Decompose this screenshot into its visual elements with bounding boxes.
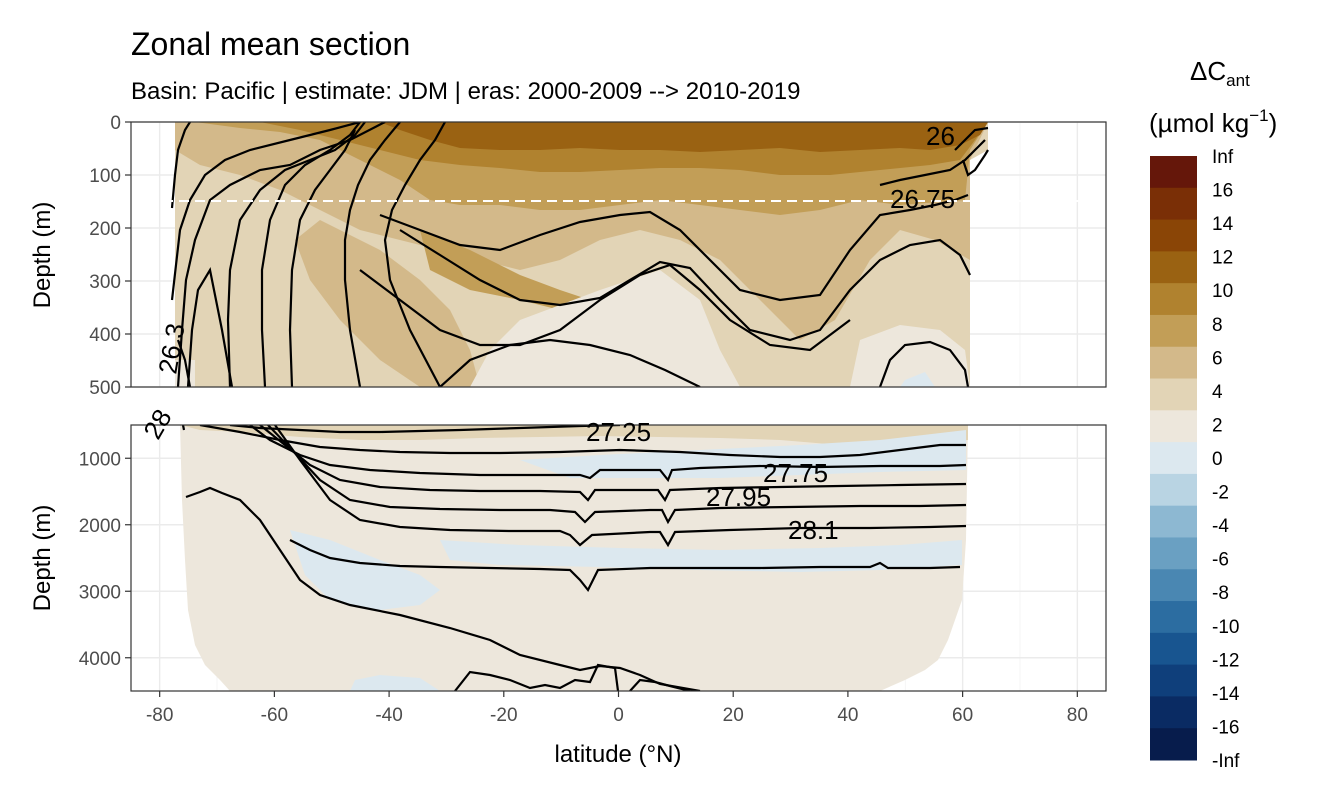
legend-unit-end: ) xyxy=(1269,108,1278,138)
upper-fill-0-2-north xyxy=(850,325,970,387)
y-tick-label: 0 xyxy=(110,113,121,134)
legend-swatch xyxy=(1150,569,1197,602)
y-tick-label: 400 xyxy=(89,325,121,346)
legend-label: -10 xyxy=(1212,617,1239,638)
legend-swatch xyxy=(1150,601,1197,634)
legend-swatches xyxy=(1150,156,1197,761)
contour-label-26: 26 xyxy=(926,121,955,151)
contour-label-27-95: 27.95 xyxy=(706,482,771,512)
legend-swatch xyxy=(1150,410,1197,443)
legend-label: 10 xyxy=(1212,281,1233,302)
legend-swatch xyxy=(1150,156,1197,189)
legend: ΔCant (µmol kg−1) Inf 16 14 12 10 8 6 4 2 0 -2 -4 -6… xyxy=(1149,56,1277,772)
x-tick-label: -60 xyxy=(261,705,288,726)
y-tick-label: 2000 xyxy=(79,516,121,537)
x-axis-ticks: -80 -60 -40 -20 0 20 40 60 80 xyxy=(146,691,1088,726)
upper-fill-6-8-b xyxy=(420,230,590,310)
lower-fill-2-4 xyxy=(180,425,968,445)
legend-label: 4 xyxy=(1212,382,1223,403)
lower-y-axis-label: Depth (m) xyxy=(29,505,56,612)
upper-panel-border xyxy=(130,121,1107,388)
legend-label: -12 xyxy=(1212,650,1239,671)
y-tick-label: 200 xyxy=(89,219,121,240)
upper-fill-neg xyxy=(900,372,935,387)
legend-label: -6 xyxy=(1212,550,1229,571)
legend-label: 8 xyxy=(1212,315,1223,336)
contour-label-26-75: 26.75 xyxy=(890,184,955,214)
x-tick-label: -20 xyxy=(490,705,517,726)
legend-swatch xyxy=(1150,473,1197,507)
legend-title: ΔCant xyxy=(1190,56,1250,90)
legend-label: 6 xyxy=(1212,348,1223,369)
chart-title: Zonal mean section xyxy=(131,26,410,62)
legend-unit: (µmol kg−1) xyxy=(1149,106,1277,138)
legend-title-main: ΔC xyxy=(1190,56,1226,86)
x-tick-label: -40 xyxy=(375,705,402,726)
legend-swatch xyxy=(1150,346,1197,380)
legend-swatch xyxy=(1150,187,1197,221)
legend-swatch xyxy=(1150,378,1197,411)
legend-swatch xyxy=(1150,728,1197,761)
y-tick-label: 4000 xyxy=(79,649,121,670)
y-tick-label: 100 xyxy=(89,166,121,187)
upper-panel xyxy=(130,121,1107,388)
legend-label: -16 xyxy=(1212,717,1239,738)
upper-contours xyxy=(170,122,989,387)
contour-label-27-25: 27.25 xyxy=(586,417,651,447)
legend-label: 14 xyxy=(1212,214,1234,235)
x-tick-label: 40 xyxy=(837,705,858,726)
x-tick-label: 80 xyxy=(1067,705,1088,726)
x-tick-label: 20 xyxy=(723,705,744,726)
legend-label: -8 xyxy=(1212,583,1229,604)
legend-labels: Inf 16 14 12 10 8 6 4 2 0 -2 -4 -6 -8 -10 -12 -14 -16 -Inf xyxy=(1212,147,1240,772)
legend-swatch xyxy=(1150,505,1197,538)
legend-swatch xyxy=(1150,283,1197,316)
legend-label: 16 xyxy=(1212,181,1233,202)
legend-swatch xyxy=(1150,251,1197,284)
contour-label-27-75: 27.75 xyxy=(763,458,828,488)
legend-label: -14 xyxy=(1212,684,1240,705)
lower-fill-neg-d xyxy=(350,675,440,691)
legend-swatch xyxy=(1150,696,1197,729)
y-tick-label: 500 xyxy=(89,378,121,399)
upper-fill-4-6-b xyxy=(295,220,480,387)
x-tick-label: 60 xyxy=(952,705,973,726)
upper-panel-field xyxy=(131,122,1106,387)
lower-fill-neg-a xyxy=(290,530,440,610)
legend-unit-main: (µmol kg xyxy=(1149,108,1249,138)
legend-swatch xyxy=(1150,664,1197,697)
x-tick-label: -80 xyxy=(146,705,173,726)
x-tick-label: 0 xyxy=(613,705,624,726)
legend-title-sub: ant xyxy=(1226,71,1250,90)
legend-unit-sup: −1 xyxy=(1249,106,1268,125)
y-tick-label: 3000 xyxy=(79,582,121,603)
legend-swatch xyxy=(1150,219,1197,252)
lower-panel xyxy=(130,424,1107,692)
legend-label: -Inf xyxy=(1212,751,1240,772)
legend-label: -2 xyxy=(1212,483,1229,504)
y-tick-label: 300 xyxy=(89,272,121,293)
upper-y-axis-ticks: 0 100 200 300 400 500 xyxy=(89,113,131,399)
upper-y-axis-label: Depth (m) xyxy=(29,202,56,309)
lower-fill-neg-c xyxy=(440,540,962,572)
x-axis-label: latitude (°N) xyxy=(555,741,682,768)
upper-fill-0-2-south xyxy=(470,270,740,387)
legend-swatch xyxy=(1150,442,1197,475)
lower-y-axis-ticks: 1000 2000 3000 4000 xyxy=(79,449,131,670)
legend-label: -4 xyxy=(1212,516,1229,537)
legend-swatch xyxy=(1150,537,1197,570)
lower-panel-field xyxy=(180,425,968,691)
chart-subtitle: Basin: Pacific | estimate: JDM | eras: 2… xyxy=(131,78,800,105)
y-tick-label: 1000 xyxy=(79,449,121,470)
legend-label: Inf xyxy=(1212,147,1234,168)
contour-label-28-1: 28.1 xyxy=(788,515,839,545)
legend-swatch xyxy=(1150,314,1197,348)
legend-label: 12 xyxy=(1212,248,1233,269)
lower-contours xyxy=(181,425,967,691)
upper-fill-10-12 xyxy=(380,122,988,152)
legend-swatch xyxy=(1150,632,1197,666)
legend-label: 0 xyxy=(1212,449,1223,470)
legend-label: 2 xyxy=(1212,415,1223,436)
